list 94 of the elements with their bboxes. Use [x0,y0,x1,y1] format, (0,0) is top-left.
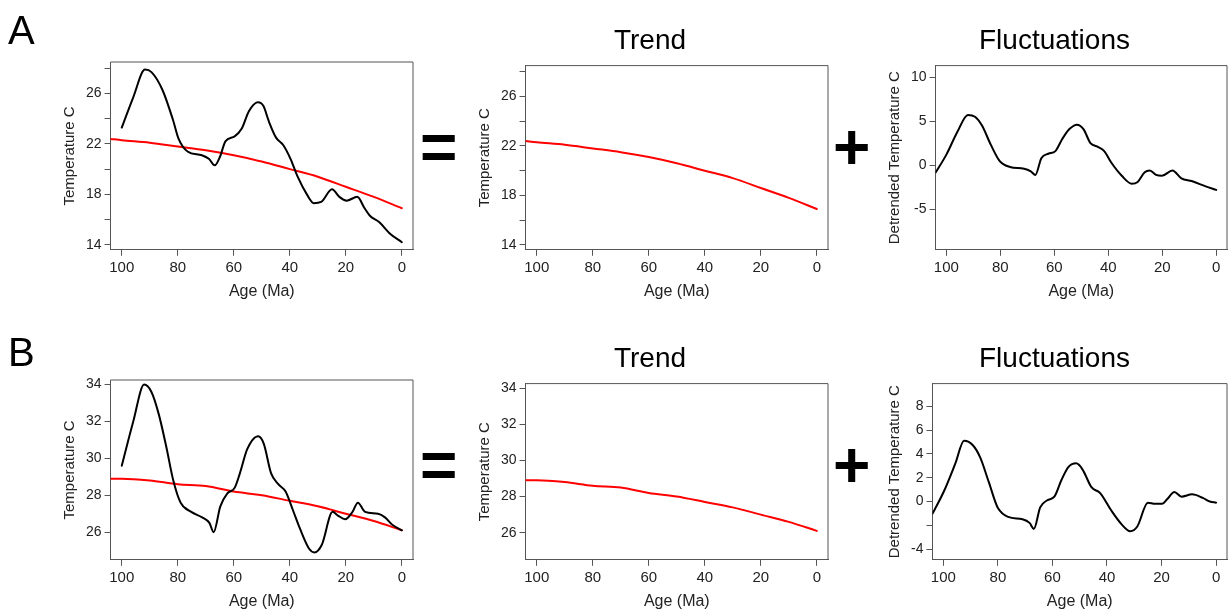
x-axis-title: Age (Ma) [643,591,710,609]
x-tick-label: 80 [991,257,1009,275]
x-tick-label: 80 [169,567,187,585]
text: + [833,429,871,501]
line-series [932,439,1218,533]
y-tick-label: -4 [911,539,924,556]
y-tick-label: 0 [915,492,924,509]
y-tick-label: 5 [918,111,927,128]
y-tick-label: 32 [500,415,517,432]
y-tick-label: 8 [915,397,924,414]
text: + [833,111,871,183]
x-tick-label: 80 [169,257,187,275]
x-tick-label: 0 [1211,567,1221,585]
x-tick-label: 0 [812,567,821,585]
x-tick-label: 20 [1153,567,1170,585]
y-tick-label: 22 [85,134,102,151]
x-axis-title: Age (Ma) [643,281,710,299]
chart-title: Fluctuations [979,341,1130,373]
x-tick-label: 20 [752,567,770,585]
chart-title: Fluctuations [979,23,1130,55]
x-tick-label: 40 [1098,567,1116,585]
x-tick-label: 20 [1153,257,1171,275]
x-tick-label: 60 [225,257,243,275]
x-tick-label: 60 [640,257,658,275]
y-axis-title: Temperature C [60,420,78,520]
x-axis-title: Age (Ma) [1048,281,1115,299]
chart-title: Trend [613,23,687,55]
y-tick-label: 30 [85,449,102,466]
y-tick-label: 28 [85,486,102,503]
y-tick-label: 18 [85,185,102,202]
x-tick-label: 40 [696,567,714,585]
x-tick-label: 0 [1212,257,1221,275]
x-tick-label: 60 [1045,257,1063,275]
line-series [525,479,818,532]
y-tick-label: 34 [500,378,517,395]
text: B [8,330,35,374]
text: = [420,111,458,183]
y-tick-label: 14 [85,235,102,252]
y-tick-label: 18 [500,186,517,203]
x-tick-label: 20 [337,567,355,585]
x-tick-label: 40 [1099,257,1117,275]
y-tick-label: 14 [500,235,517,252]
x-tick-label: 80 [584,257,602,275]
y-axis-title: Temperature C [475,421,493,522]
line-series [935,113,1218,191]
y-tick-label: 6 [915,420,924,437]
x-tick-label: 100 [524,567,550,585]
line-series [525,140,818,210]
y-tick-label: 4 [915,444,924,461]
text: = [420,429,458,501]
line-series [110,137,403,210]
y-tick-label: -5 [914,200,927,217]
x-tick-label: 100 [109,257,135,275]
text: A [8,8,35,52]
x-tick-label: 40 [696,257,714,275]
y-tick-label: 10 [910,67,927,84]
y-tick-label: 2 [915,468,924,485]
x-tick-label: 100 [930,567,956,585]
y-tick-label: 26 [85,84,102,101]
x-tick-label: 20 [337,257,355,275]
x-tick-label: 0 [397,567,406,585]
x-tick-label: 100 [524,257,550,275]
x-tick-label: 40 [281,257,299,275]
y-axis-title: Temperature C [60,106,78,206]
x-tick-label: 100 [109,567,135,585]
y-tick-label: 34 [85,375,102,392]
x-tick-label: 100 [933,257,959,275]
chart-title: Trend [613,341,687,373]
y-tick-label: 26 [85,523,102,539]
x-tick-label: 80 [989,567,1007,585]
line-series [120,68,403,244]
y-tick-label: 28 [500,487,517,504]
y-tick-label: 0 [918,156,927,173]
y-tick-label: 22 [500,136,517,153]
y-axis-title: Temperature C [475,107,493,208]
y-tick-label: 26 [500,523,517,540]
x-tick-label: 40 [281,567,299,585]
line-series [120,383,403,554]
x-tick-label: 60 [1044,567,1061,585]
y-axis-title: Detrended Temperature C [885,384,903,559]
x-tick-label: 60 [640,567,658,585]
y-tick-label: 32 [85,412,102,429]
x-axis-title: Age (Ma) [228,281,295,299]
line-series [110,477,403,532]
x-tick-label: 0 [812,257,821,275]
x-tick-label: 60 [225,567,243,585]
x-tick-label: 0 [397,257,406,275]
x-tick-label: 80 [584,567,602,585]
y-tick-label: 26 [500,87,517,104]
x-axis-title: Age (Ma) [228,591,295,609]
x-axis-title: Age (Ma) [1046,591,1113,609]
y-tick-label: 30 [500,451,517,468]
y-axis-title: Detrended Temperature C [885,70,903,245]
x-tick-label: 20 [752,257,770,275]
